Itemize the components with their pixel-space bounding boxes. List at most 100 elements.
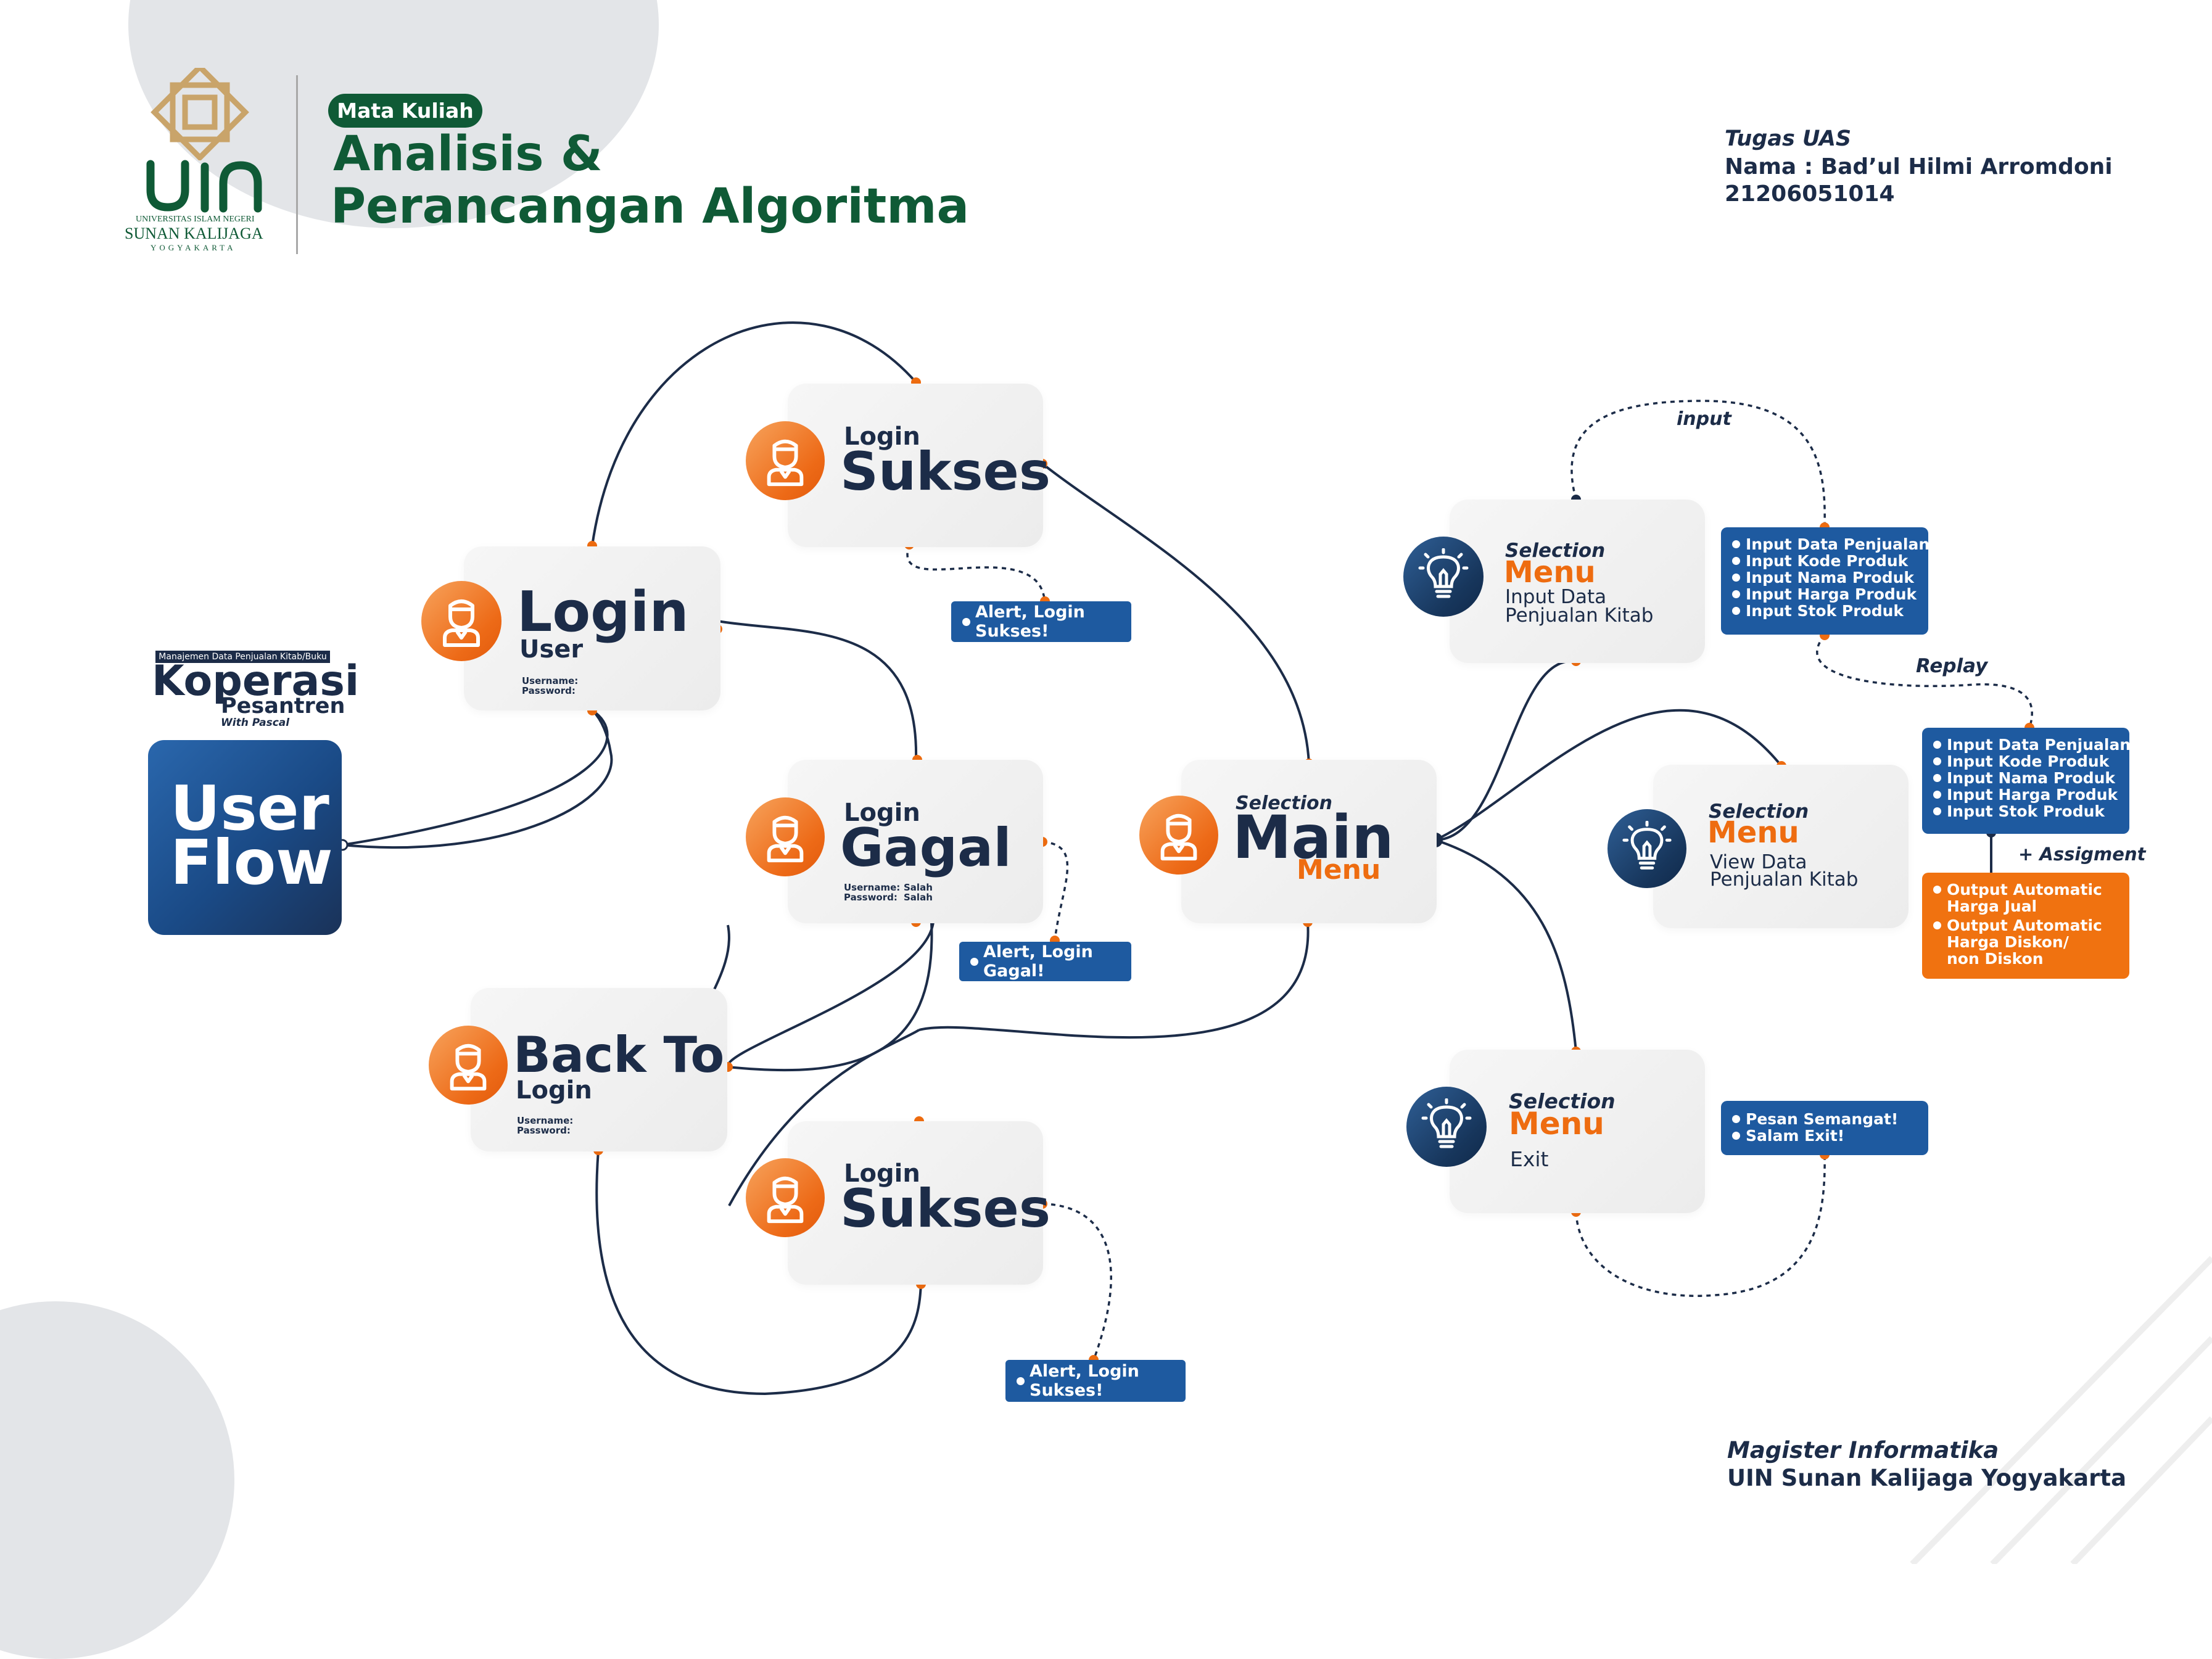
- bullet-icon: [1732, 607, 1740, 615]
- list-item-text: Input Nama Produk: [1947, 769, 2116, 787]
- output-list: Output Automatic Harga Jual Output Autom…: [1922, 873, 2129, 979]
- menu-view-desc1: View Data: [1710, 851, 1807, 873]
- list-item: Input Stok Produk: [1732, 603, 1917, 619]
- with-pascal-note: With Pascal: [221, 717, 290, 729]
- menu-view-title: Menu: [1707, 815, 1799, 850]
- list-item-text: Input Kode Produk: [1947, 752, 2110, 770]
- node-menu-input: [1450, 500, 1705, 663]
- bullet-icon: [1732, 590, 1740, 598]
- ornament-icon: [151, 68, 249, 160]
- person-icon: [767, 439, 804, 487]
- connectors: [336, 321, 2034, 1396]
- bullet-icon: [970, 957, 978, 966]
- koperasi-title: Koperasi: [152, 657, 360, 706]
- list-item: Output Automatic: [1933, 917, 2118, 934]
- node-back-to-login: [471, 988, 727, 1151]
- menu-input-small: Selection: [1505, 540, 1606, 562]
- bullet-icon: [962, 617, 970, 626]
- back-to-login-icon-circle: [429, 1026, 508, 1105]
- list-item: Pesan Semangat!: [1732, 1111, 1917, 1127]
- list-item-text: Salam Exit!: [1746, 1127, 1845, 1145]
- university-logo: UNIVERSITAS ISLAM NEGERI SUNAN KALIJAGA …: [123, 68, 278, 253]
- list-item: Output Automatic: [1933, 881, 2118, 898]
- node-login-sukses-2: [788, 1121, 1043, 1285]
- alert-login-sukses-1-text: Alert, Login Sukses!: [975, 603, 1085, 641]
- bullet-icon: [1732, 574, 1740, 582]
- menu-exit-small: Selection: [1509, 1089, 1616, 1113]
- menu-input-desc1: Input Data: [1505, 586, 1607, 608]
- user-flow-line1: User: [170, 772, 329, 844]
- list-item-text: Output Automatic: [1947, 916, 2102, 934]
- back-to-login-field1: Username:: [517, 1115, 574, 1126]
- main-menu-sub: Menu: [1297, 854, 1381, 886]
- login-gagal-title: Gagal: [840, 817, 1012, 879]
- back-to-login-field2: Password:: [517, 1125, 571, 1136]
- login-sukses-1-icon-circle: [746, 421, 825, 500]
- lightbulb-icon: [1421, 1098, 1472, 1148]
- list-item-text: Input Harga Produk: [1947, 786, 2118, 804]
- bullet-icon: [1017, 1377, 1025, 1385]
- list-item: Input Nama Produk: [1732, 569, 1917, 586]
- login-gagal-field1: Username:: [844, 882, 901, 893]
- bullet-icon: [1732, 557, 1740, 565]
- login-sukses-2-icon-circle: [746, 1158, 825, 1237]
- list-item-text: Input Stok Produk: [1746, 602, 1904, 620]
- bullet-icon: [1732, 1132, 1740, 1140]
- course-title-line2: Perancangan Algoritma: [331, 179, 970, 234]
- person-icon: [450, 1044, 487, 1091]
- back-to-login-sub: Login: [516, 1076, 592, 1105]
- back-to-login-title: Back To: [513, 1026, 725, 1084]
- node-main-menu: [1181, 760, 1437, 923]
- person-icon: [1160, 813, 1197, 861]
- alert-login-sukses-1: Alert, Login Sukses!: [951, 601, 1131, 642]
- node-login-user: [464, 546, 720, 710]
- tagline-text: Manajemen Data Penjualan Kitab/Buku: [159, 652, 327, 662]
- menu-input-desc2: Penjualan Kitab: [1505, 604, 1654, 627]
- person-icon: [443, 599, 480, 647]
- list-item: Input Kode Produk: [1933, 753, 2118, 770]
- bullet-icon: [1933, 774, 1941, 782]
- login-sukses-1-small: Login: [844, 422, 920, 451]
- menu-exit-desc1: Exit: [1510, 1147, 1549, 1171]
- header-divider: [296, 75, 298, 254]
- menu-view-small: Selection: [1709, 801, 1809, 823]
- list-item-text: Output Automatic: [1947, 881, 2102, 899]
- login-gagal-icon-circle: [746, 797, 825, 876]
- menu-exit-title: Menu: [1509, 1106, 1604, 1142]
- label-replay: Replay: [1916, 655, 1988, 677]
- bullet-icon: [1933, 791, 1941, 799]
- label-input: input: [1677, 408, 1731, 430]
- login-gagal-field2: Password:: [844, 892, 898, 903]
- list-item-text: Input Data Penjualan: [1947, 736, 2131, 754]
- list-item: Salam Exit!: [1732, 1127, 1917, 1144]
- list-item-text: Harga Jual: [1947, 897, 2037, 915]
- course-badge: Mata Kuliah: [328, 94, 482, 128]
- login-user-sub: User: [519, 635, 584, 664]
- footer-program: Magister Informatika: [1727, 1437, 1999, 1463]
- list-item: Input Kode Produk: [1732, 553, 1917, 569]
- bullet-icon: [1933, 886, 1941, 894]
- login-sukses-2-title: Sukses: [840, 1178, 1051, 1240]
- menu-input-title: Menu: [1504, 555, 1596, 590]
- list-item: non Diskon: [1933, 950, 2118, 967]
- login-gagal-small: Login: [844, 799, 920, 827]
- author-task: Tugas UAS: [1725, 126, 1852, 151]
- list-item: Harga Jual: [1933, 898, 2118, 915]
- list-item-text: Input Stok Produk: [1947, 802, 2105, 820]
- login-sukses-2-small: Login: [844, 1159, 920, 1188]
- alert-login-gagal-text: Alert, Login Gagal!: [983, 942, 1093, 981]
- node-login-sukses-1: [788, 384, 1043, 547]
- bullet-icon: [1933, 741, 1941, 749]
- alert-login-sukses-2: Alert, Login Sukses!: [1005, 1360, 1186, 1402]
- login-user-field1: Username:: [522, 675, 579, 686]
- menu-exit-icon-circle: [1406, 1087, 1487, 1167]
- tagline-box: Manajemen Data Penjualan Kitab/Buku: [155, 651, 330, 663]
- list-item-text: Harga Diskon/: [1947, 933, 2069, 951]
- main-menu-icon-circle: [1139, 796, 1218, 875]
- input-data-list: Input Data Penjualan Input Kode Produk I…: [1721, 527, 1929, 635]
- node-login-gagal: [788, 760, 1043, 923]
- label-assigment: + Assigment: [2018, 844, 2146, 865]
- list-item-text: Input Harga Produk: [1746, 585, 1917, 603]
- main-menu-title: Main: [1232, 803, 1394, 872]
- list-item: Input Stok Produk: [1933, 803, 2118, 820]
